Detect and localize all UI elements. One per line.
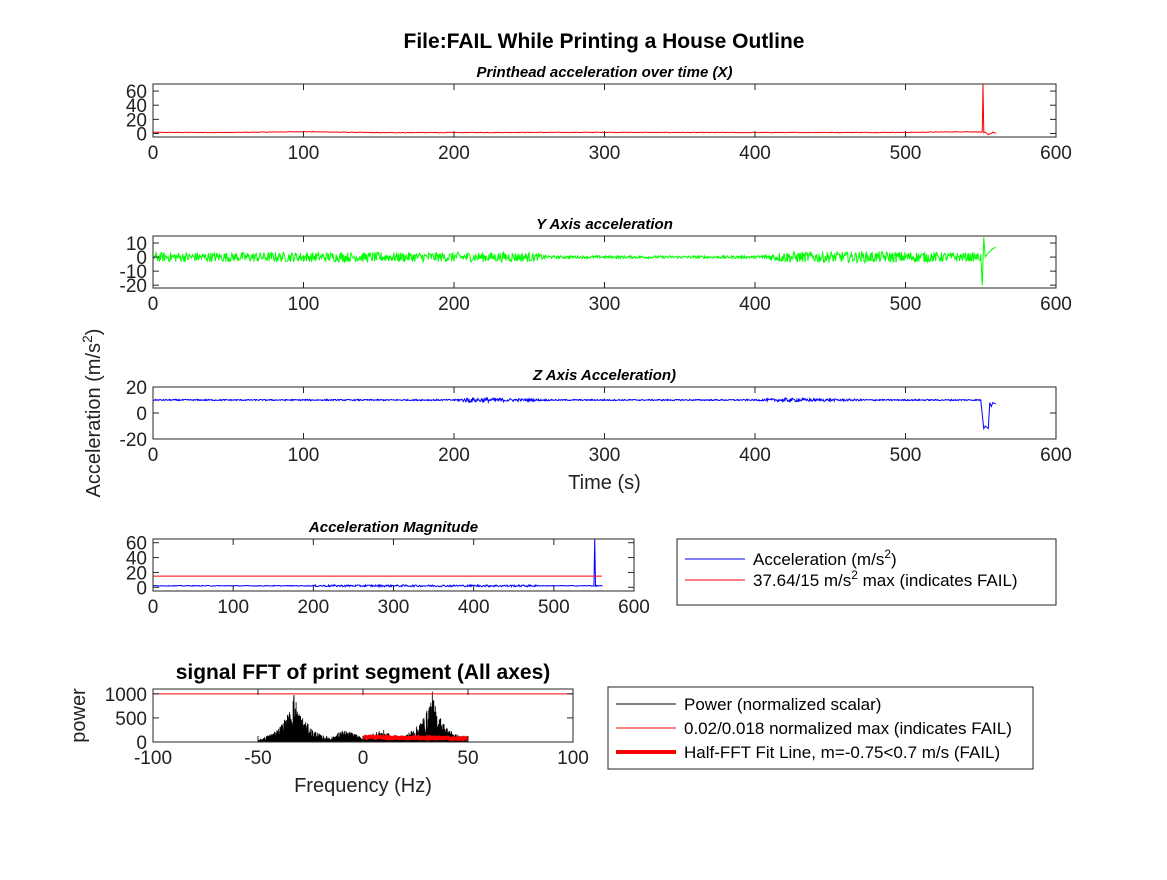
legend-entry: Power (normalized scalar) (684, 695, 881, 714)
chart-2-ytick-label: -10 (120, 262, 147, 283)
chart-4-series-1-line (153, 539, 603, 589)
legend-entry: Half-FFT Fit Line, m=-0.75<0.7 m/s (FAIL… (684, 743, 1000, 762)
chart-1-xtick-label: 400 (739, 143, 771, 164)
legend-entry: 0.02/0.018 normalized max (indicates FAI… (684, 719, 1012, 738)
chart-2-ytick-label: 10 (126, 234, 147, 255)
chart-1-axes (152, 83, 1057, 138)
chart-3-xtick-label: 600 (1040, 445, 1072, 466)
chart-3-series-1-line (153, 396, 996, 431)
chart-5-xtick-label: 0 (358, 748, 369, 769)
chart-4-xtick-label: 500 (538, 597, 570, 618)
chart-5-ytick-label: 1000 (105, 685, 147, 706)
chart-4-ytick-label: 60 (126, 534, 147, 555)
chart-4-xtick-label: 0 (148, 597, 159, 618)
chart-3-ylabel: Acceleration (m/s2) (79, 329, 105, 498)
chart-2-xtick-label: 400 (739, 294, 771, 315)
chart-3-xtick-label: 100 (288, 445, 320, 466)
chart-1-title: Printhead acceleration over time (X) (477, 64, 733, 81)
chart-5-title: signal FFT of print segment (All axes) (176, 661, 551, 684)
chart-2-axes (152, 235, 1057, 289)
chart-2-xtick-label: 200 (438, 294, 470, 315)
chart-3-title: Z Axis Acceleration) (532, 367, 676, 384)
chart-4-axes (152, 538, 635, 592)
chart-4-xtick-label: 100 (217, 597, 249, 618)
chart-2-title: Y Axis acceleration (536, 216, 673, 233)
chart-4-xtick-label: 600 (618, 597, 650, 618)
chart-5-series-1-line (257, 691, 469, 742)
chart-4-ytick-label: 40 (126, 549, 147, 570)
chart-5-axes (152, 688, 574, 743)
chart-4-xtick-label: 200 (297, 597, 329, 618)
chart-2-series-1-line (153, 237, 997, 286)
chart-5-ytick-label: 500 (115, 709, 147, 730)
chart-5-legend: Power (normalized scalar) 0.02/0.018 norm… (607, 686, 1034, 770)
chart-3-ytick-label: 0 (136, 404, 147, 425)
chart-1-xtick-label: 600 (1040, 143, 1072, 164)
chart-2-xtick-label: 100 (288, 294, 320, 315)
chart-1-xtick-label: 500 (890, 143, 922, 164)
chart-1-xtick-label: 0 (148, 143, 159, 164)
chart-2-xtick-label: 500 (890, 294, 922, 315)
chart-3-xtick-label: 200 (438, 445, 470, 466)
chart-3-ytick-label: -20 (120, 430, 147, 451)
chart-5-ylabel: power (68, 688, 90, 743)
chart-1-ytick-label: 0 (136, 124, 147, 145)
chart-3-xtick-label: 400 (739, 445, 771, 466)
chart-2-ytick-label: 0 (136, 248, 147, 269)
chart-1-ytick-label: 40 (126, 96, 147, 117)
chart-2-xtick-label: 0 (148, 294, 159, 315)
chart-1-xtick-label: 100 (288, 143, 320, 164)
chart-5-xtick-label: -100 (134, 748, 172, 769)
chart-5-xtick-label: -50 (244, 748, 271, 769)
chart-3-axes (152, 386, 1057, 440)
legend-entry: 37.64/15 m/s2 max (indicates FAIL) (753, 568, 1018, 590)
chart-4-xtick-label: 400 (458, 597, 490, 618)
chart-2-ytick-label: -20 (120, 276, 147, 297)
chart-4-xtick-label: 300 (378, 597, 410, 618)
chart-4-ytick-label: 0 (136, 578, 147, 599)
chart-3-xtick-label: 0 (148, 445, 159, 466)
chart-1-ytick-label: 60 (126, 82, 147, 103)
chart-3-ytick-label: 20 (126, 378, 147, 399)
chart-4-legend: Acceleration (m/s2)37.64/15 m/s2 max (in… (676, 538, 1057, 606)
chart-5-xtick-label: 50 (457, 748, 478, 769)
chart-5-ytick-label: 0 (136, 733, 147, 754)
chart-4-title: Acceleration Magnitude (308, 519, 478, 536)
chart-5-xtick-label: 100 (557, 748, 589, 769)
chart-3-xtick-label: 500 (890, 445, 922, 466)
legend-entry: Acceleration (m/s2) (753, 547, 897, 569)
chart-1-xtick-label: 200 (438, 143, 470, 164)
chart-3-xtick-label: 300 (589, 445, 621, 466)
chart-5-xlabel: Frequency (Hz) (294, 775, 432, 797)
chart-3-xlabel: Time (s) (568, 472, 641, 494)
chart-1-xtick-label: 300 (589, 143, 621, 164)
chart-2-xtick-label: 300 (589, 294, 621, 315)
chart-5-series-3-line (362, 734, 469, 742)
chart-1-series-1-line (153, 84, 997, 136)
chart-1-ytick-label: 20 (126, 110, 147, 131)
chart-2-xtick-label: 600 (1040, 294, 1072, 315)
figure-title: File:FAIL While Printing a House Outline (404, 30, 805, 53)
chart-4-ytick-label: 20 (126, 563, 147, 584)
